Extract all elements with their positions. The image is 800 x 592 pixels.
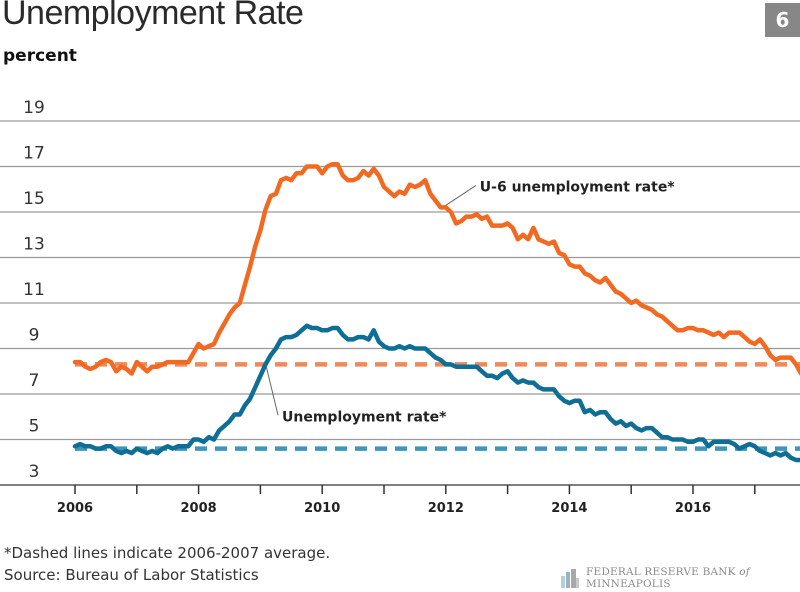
series-line-u6	[72, 161, 800, 376]
source-note: Source: Bureau of Labor Statistics	[4, 566, 259, 584]
y-tick-label: 11	[23, 280, 45, 300]
y-tick-label: 7	[29, 371, 40, 391]
x-tick-label: 2006	[57, 501, 93, 516]
footnote: *Dashed lines indicate 2006-2007 average…	[4, 544, 331, 562]
series-lines	[72, 161, 800, 463]
gridlines	[0, 120, 800, 441]
logo-text: FEDERAL RESERVE BANK of MINNEAPOLIS	[586, 566, 800, 590]
x-tick-label: 2012	[428, 501, 464, 516]
average-dashed-lines	[75, 362, 800, 451]
y-tick-label: 19	[23, 98, 45, 118]
y-tick-label: 9	[29, 326, 40, 346]
figure-number-badge: 6	[765, 3, 800, 37]
y-tick-label: 15	[23, 189, 45, 209]
x-axis: 2006 2008 2010 2012 2014 2016	[0, 484, 800, 516]
x-tick-label: 2010	[304, 501, 340, 516]
building-icon	[560, 568, 580, 588]
y-tick-label: 13	[23, 235, 45, 255]
fed-minneapolis-logo: FEDERAL RESERVE BANK of MINNEAPOLIS	[560, 566, 800, 590]
annotation-leader-line	[445, 185, 477, 206]
x-tick-label: 2008	[181, 501, 217, 516]
x-tick-label: 2014	[551, 501, 587, 516]
annotation-leader-line	[266, 367, 279, 416]
y-axis-tick-labels: 3 5 7 9 11 13 15 17 19	[23, 98, 45, 482]
logo-text-suffix: MINNEAPOLIS	[586, 578, 671, 590]
x-tick-label: 2016	[675, 501, 711, 516]
chart-title: Unemployment Rate	[2, 0, 304, 32]
y-tick-label: 5	[29, 417, 40, 437]
annotation-label-unemployment: Unemployment rate*	[282, 409, 447, 425]
logo-text-prefix: FEDERAL RESERVE BANK	[586, 566, 740, 578]
logo-text-of: of	[739, 566, 750, 578]
annotations: U-6 unemployment rate* Unemployment rate*	[266, 180, 676, 425]
y-tick-label: 17	[23, 144, 45, 164]
series-line-unemployment	[72, 323, 800, 463]
y-axis-unit-label: percent	[3, 46, 77, 66]
annotation-label-u6: U-6 unemployment rate*	[480, 180, 676, 196]
y-tick-label: 3	[29, 462, 40, 482]
